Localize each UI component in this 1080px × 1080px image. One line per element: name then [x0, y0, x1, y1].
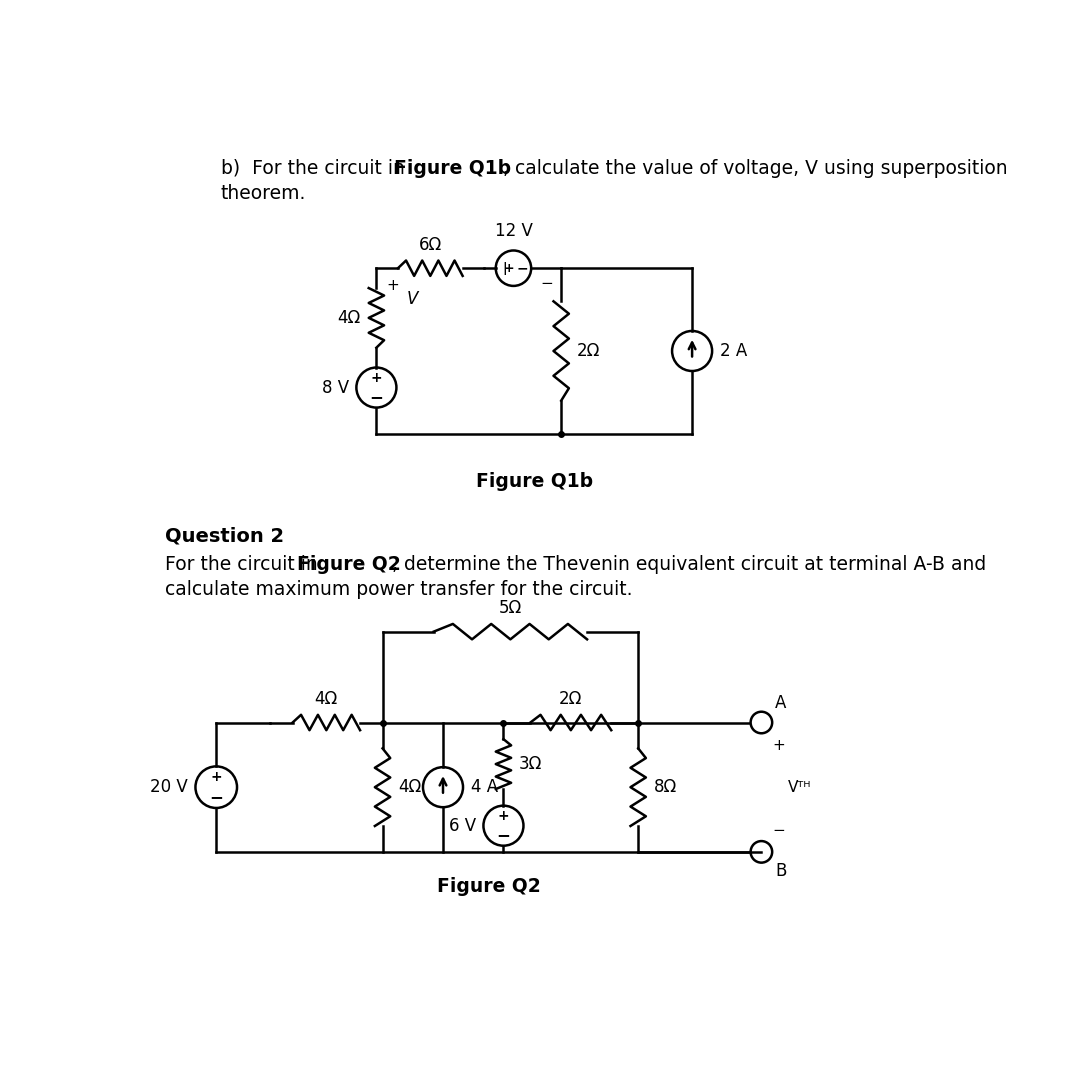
Text: |: |	[502, 261, 507, 274]
Text: −: −	[497, 826, 511, 845]
Text: 4 A: 4 A	[471, 779, 498, 796]
Text: Figure Q1b: Figure Q1b	[394, 159, 511, 178]
Text: 5Ω: 5Ω	[499, 599, 522, 617]
Text: 2Ω: 2Ω	[559, 690, 582, 707]
Text: , calculate the value of voltage, V using superposition: , calculate the value of voltage, V usin…	[502, 159, 1008, 178]
Text: A: A	[775, 694, 786, 712]
Text: b)  For the circuit in: b) For the circuit in	[220, 159, 410, 178]
Text: , determine the Thevenin equivalent circuit at terminal A-B and: , determine the Thevenin equivalent circ…	[392, 555, 986, 575]
Text: 20 V: 20 V	[150, 779, 188, 796]
Text: 8Ω: 8Ω	[653, 779, 677, 796]
Text: theorem.: theorem.	[220, 184, 307, 203]
Text: −: −	[516, 261, 528, 275]
Text: +: +	[211, 770, 222, 784]
Text: 4Ω: 4Ω	[397, 779, 421, 796]
Text: 12 V: 12 V	[495, 221, 532, 240]
Text: calculate maximum power transfer for the circuit.: calculate maximum power transfer for the…	[164, 580, 632, 599]
Text: Question 2: Question 2	[164, 526, 284, 545]
Text: Vᵀᴴ: Vᵀᴴ	[788, 780, 812, 795]
Text: −: −	[540, 276, 553, 292]
Text: B: B	[775, 862, 786, 880]
Text: V: V	[407, 291, 419, 308]
Text: −: −	[369, 388, 383, 406]
Text: +: +	[772, 738, 785, 753]
Text: +: +	[498, 809, 510, 823]
Text: −: −	[210, 788, 224, 806]
Text: 3Ω: 3Ω	[518, 755, 542, 773]
Text: 2 A: 2 A	[719, 342, 747, 360]
Text: +: +	[504, 261, 514, 274]
Text: For the circuit in: For the circuit in	[164, 555, 323, 575]
Text: +: +	[370, 370, 382, 384]
Text: +: +	[387, 278, 400, 293]
Text: 6Ω: 6Ω	[419, 235, 442, 254]
Text: Figure Q2: Figure Q2	[297, 555, 401, 575]
Text: 4Ω: 4Ω	[314, 690, 338, 707]
Text: 6 V: 6 V	[448, 816, 475, 835]
Text: −: −	[772, 823, 785, 838]
Text: 4Ω: 4Ω	[338, 309, 361, 327]
Text: 2Ω: 2Ω	[577, 342, 600, 360]
Text: Figure Q2: Figure Q2	[437, 877, 541, 895]
Text: 8 V: 8 V	[322, 379, 349, 396]
Text: Figure Q1b: Figure Q1b	[475, 472, 593, 491]
